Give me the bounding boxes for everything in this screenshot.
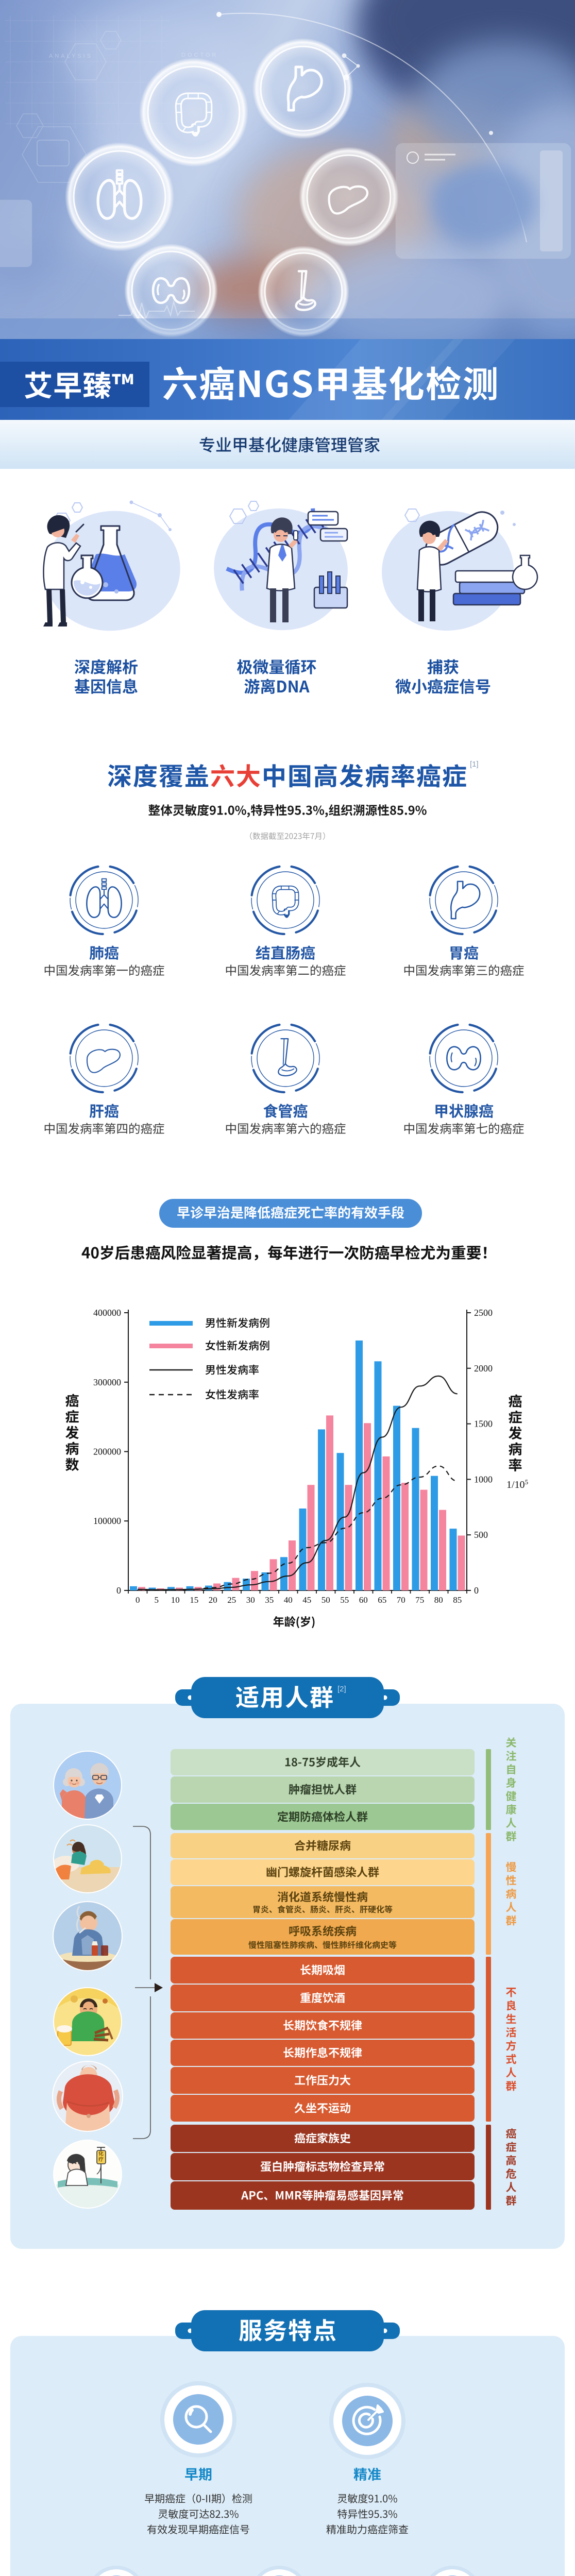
svg-text:0: 0 bbox=[474, 1585, 479, 1596]
svg-text:25: 25 bbox=[227, 1595, 236, 1605]
svg-text:15: 15 bbox=[190, 1595, 198, 1605]
svg-text:1/105: 1/105 bbox=[506, 1478, 528, 1491]
svg-text:ANALYSIS: ANALYSIS bbox=[49, 53, 93, 59]
svg-text:5: 5 bbox=[154, 1595, 159, 1605]
svg-text:400000: 400000 bbox=[93, 1308, 121, 1318]
svg-text:50: 50 bbox=[322, 1595, 330, 1605]
svg-text:45: 45 bbox=[302, 1595, 311, 1605]
svg-text:500: 500 bbox=[474, 1530, 488, 1540]
svg-text:30: 30 bbox=[246, 1595, 255, 1605]
svg-text:0: 0 bbox=[136, 1595, 140, 1605]
svg-text:200000: 200000 bbox=[93, 1447, 121, 1457]
svg-text:1500: 1500 bbox=[474, 1419, 493, 1429]
svg-text:70: 70 bbox=[397, 1595, 405, 1605]
svg-text:[1]: [1] bbox=[470, 760, 479, 769]
svg-text:2500: 2500 bbox=[474, 1308, 493, 1318]
svg-text:80: 80 bbox=[434, 1595, 443, 1605]
svg-text:60: 60 bbox=[359, 1595, 368, 1605]
svg-text:[2]: [2] bbox=[337, 1685, 346, 1693]
svg-text:10: 10 bbox=[171, 1595, 180, 1605]
svg-text:2000: 2000 bbox=[474, 1363, 493, 1374]
svg-text:40: 40 bbox=[284, 1595, 293, 1605]
svg-text:300000: 300000 bbox=[93, 1377, 121, 1387]
svg-text:65: 65 bbox=[378, 1595, 386, 1605]
svg-text:DOCTOR: DOCTOR bbox=[181, 52, 218, 58]
svg-text:55: 55 bbox=[340, 1595, 349, 1605]
svg-text:1000: 1000 bbox=[474, 1474, 493, 1484]
svg-text:85: 85 bbox=[453, 1595, 462, 1605]
svg-text:100000: 100000 bbox=[93, 1516, 121, 1526]
svg-text:0: 0 bbox=[116, 1585, 121, 1596]
svg-text:75: 75 bbox=[415, 1595, 424, 1605]
svg-text:35: 35 bbox=[265, 1595, 274, 1605]
svg-text:20: 20 bbox=[209, 1595, 217, 1605]
